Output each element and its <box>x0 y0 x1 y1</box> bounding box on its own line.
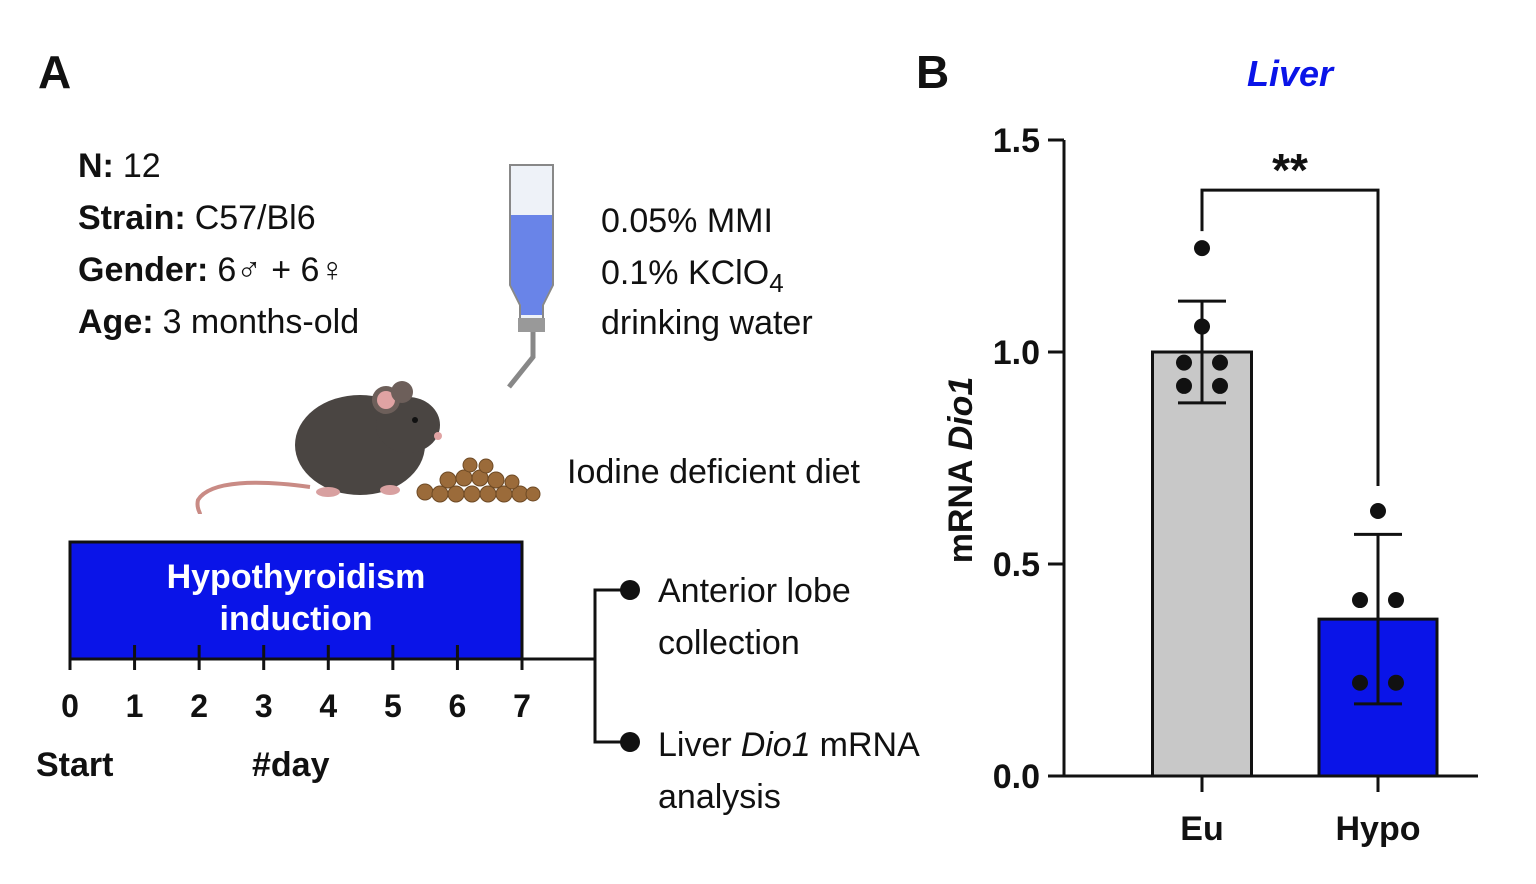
data-point <box>1176 354 1192 371</box>
data-point <box>1212 377 1228 394</box>
panel-label: B <box>916 46 949 98</box>
day-tick-label: 5 <box>384 688 402 724</box>
induction-label: Hypothyroidism <box>167 558 426 596</box>
fact-key: Gender: <box>78 251 208 289</box>
fact-value: 3 months-old <box>163 303 360 341</box>
fact: Gender: 6♂ + 6♀ <box>78 251 345 289</box>
outcome: Anterior lobe <box>658 572 851 610</box>
y-tick-label: 0.5 <box>993 546 1040 584</box>
data-point <box>1176 377 1192 394</box>
outcome-text: Liver <box>658 726 732 764</box>
error-bar <box>1354 532 1402 706</box>
subscript: 4 <box>769 268 783 298</box>
water-text: 0.1% KClO4 <box>601 254 784 298</box>
branch <box>593 588 630 744</box>
fact-value: 12 <box>123 147 161 185</box>
data-point <box>1194 240 1210 257</box>
outcome-text: mRNA <box>820 726 920 764</box>
x-tick-label: Eu <box>1180 810 1223 848</box>
bullet <box>620 580 640 600</box>
significance-bracket <box>1200 188 1380 486</box>
fact: Strain: C57/Bl6 <box>78 199 316 237</box>
error-bar <box>1178 299 1226 405</box>
fact: N: 12 <box>78 147 161 185</box>
bullet <box>620 732 640 752</box>
bar <box>1151 350 1253 778</box>
day-tick-label: 2 <box>190 688 208 724</box>
y-tick-label: 0.0 <box>993 758 1040 796</box>
data-point <box>1388 674 1404 691</box>
data-point <box>1212 354 1228 371</box>
water-bottle <box>507 164 554 389</box>
day-label: #day <box>252 746 330 784</box>
fact-key: Age: <box>78 303 154 341</box>
y-axis-label-text: mRNA <box>942 459 980 563</box>
day-tick-label: 3 <box>255 688 273 724</box>
y-axis-label: mRNA Dio1 <box>942 377 980 564</box>
data-point <box>1370 503 1386 519</box>
water-text: 0.05% MMI <box>601 202 773 240</box>
water-text: drinking water <box>601 304 813 342</box>
fact: Age: 3 months-old <box>78 303 359 341</box>
day-tick-label: 7 <box>513 688 531 724</box>
water-text: 0.1% KClO <box>601 254 769 292</box>
fact-value: C57/Bl6 <box>195 199 316 237</box>
fact-value: 6♂ + 6♀ <box>217 251 345 289</box>
day-tick-label: 0 <box>61 688 79 724</box>
induction-label: induction <box>220 600 373 638</box>
data-point <box>1388 592 1404 609</box>
fact-key: Strain: <box>78 199 186 237</box>
food-pellets <box>416 457 541 503</box>
data-point <box>1352 592 1368 609</box>
mouse <box>195 381 442 515</box>
day-tick-label: 4 <box>319 688 337 724</box>
diet-text: Iodine deficient diet <box>567 453 861 491</box>
y-tick-label: 1.5 <box>993 122 1040 160</box>
chart-title: Liver <box>1247 53 1335 94</box>
outcome: collection <box>658 624 800 662</box>
day-tick-label: 6 <box>449 688 467 724</box>
outcome: Liver Dio1 mRNA <box>658 726 920 764</box>
fact-key: N: <box>78 147 114 185</box>
gene-name: Dio1 <box>741 726 811 764</box>
start-label: Start <box>36 746 113 784</box>
significance-label: ** <box>1272 144 1308 196</box>
data-point <box>1352 674 1368 691</box>
panel-label: A <box>38 46 71 98</box>
outcome: analysis <box>658 778 781 816</box>
y-axis-label-gene: Dio1 <box>942 377 980 451</box>
y-tick-label: 1.0 <box>993 334 1040 372</box>
day-tick-label: 1 <box>126 688 144 724</box>
x-tick-label: Hypo <box>1336 810 1421 848</box>
data-point <box>1194 318 1210 335</box>
